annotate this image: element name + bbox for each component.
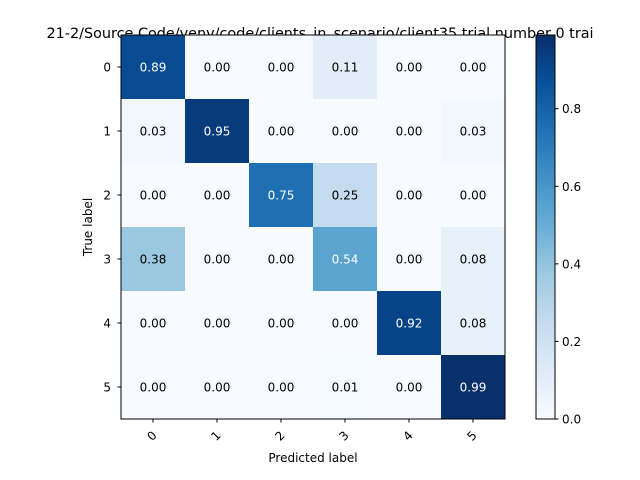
heatmap-cell xyxy=(185,227,249,291)
heatmap-cell xyxy=(441,227,505,291)
y-axis-label: True label xyxy=(81,198,95,257)
cell-value-label: 0.25 xyxy=(332,189,359,203)
colorbar-tick-label: 0.0 xyxy=(562,413,581,427)
heatmap-cell xyxy=(377,35,441,99)
x-tick-label: 0 xyxy=(144,428,159,443)
heatmap-cell xyxy=(121,163,185,227)
heatmap-cell xyxy=(185,35,249,99)
cell-value-label: 0.00 xyxy=(204,381,231,395)
cell-value-label: 0.38 xyxy=(140,253,167,267)
colorbar-tick-label: 0.6 xyxy=(562,180,581,194)
x-tick-label: 2 xyxy=(272,428,287,443)
heatmap-cell xyxy=(441,355,505,419)
cell-value-label: 0.00 xyxy=(140,381,167,395)
heatmap-cell xyxy=(185,163,249,227)
heatmap-cell xyxy=(121,35,185,99)
y-tick-label: 3 xyxy=(103,253,111,267)
heatmap-cell xyxy=(377,291,441,355)
heatmap-cell xyxy=(121,355,185,419)
plot-frame xyxy=(120,34,506,420)
x-axis-ticks: 0 1 2 3 4 5 xyxy=(144,419,480,444)
cell-value-label: 0.89 xyxy=(140,61,167,75)
colorbar-tick-label: 0.8 xyxy=(562,102,581,116)
cell-value-label: 0.01 xyxy=(332,381,359,395)
cell-value-label: 0.08 xyxy=(460,253,487,267)
cell-value-label: 0.00 xyxy=(460,61,487,75)
cell-value-label: 0.00 xyxy=(332,125,359,139)
y-tick-label: 0 xyxy=(103,61,111,75)
cell-value-label: 0.00 xyxy=(268,125,295,139)
heatmap-cell xyxy=(185,355,249,419)
y-tick-label: 1 xyxy=(103,125,111,139)
y-tick-label: 5 xyxy=(103,381,111,395)
x-tick-label: 3 xyxy=(336,428,351,443)
cell-value-label: 0.00 xyxy=(268,61,295,75)
cell-value-label: 0.99 xyxy=(460,381,487,395)
heatmap-cell xyxy=(249,163,313,227)
cell-value-label: 0.00 xyxy=(332,317,359,331)
heatmap-cell xyxy=(185,99,249,163)
y-axis-ticks: 0 1 2 3 4 5 xyxy=(103,61,121,395)
cell-value-label: 0.03 xyxy=(460,125,487,139)
heatmap-cell xyxy=(313,35,377,99)
cell-value-label: 0.92 xyxy=(396,317,423,331)
cell-value-label: 0.00 xyxy=(204,189,231,203)
cell-value-label: 0.95 xyxy=(204,125,231,139)
heatmap-cell xyxy=(249,35,313,99)
cell-value-label: 0.00 xyxy=(268,317,295,331)
cell-value-label: 0.03 xyxy=(140,125,167,139)
heatmap-cell xyxy=(377,163,441,227)
heatmap-cell xyxy=(313,291,377,355)
cell-value-label: 0.00 xyxy=(268,381,295,395)
cell-value-label: 0.08 xyxy=(460,317,487,331)
heatmap-cell xyxy=(121,227,185,291)
cell-value-label: 0.00 xyxy=(396,189,423,203)
x-tick-label: 1 xyxy=(208,428,223,443)
heatmap-cell xyxy=(249,227,313,291)
heatmap-cell xyxy=(121,291,185,355)
x-axis-label: Predicted label xyxy=(268,451,357,465)
heatmap-cell xyxy=(441,99,505,163)
cell-value-label: 0.00 xyxy=(140,317,167,331)
x-tick-label: 4 xyxy=(400,428,415,443)
cell-value-label: 0.00 xyxy=(268,253,295,267)
heatmap-cell xyxy=(313,355,377,419)
cell-value-label: 0.75 xyxy=(268,189,295,203)
heatmap-cell xyxy=(441,163,505,227)
colorbar xyxy=(535,34,556,420)
cell-value-label: 0.11 xyxy=(332,61,359,75)
heatmap-cell xyxy=(313,163,377,227)
cell-value-label: 0.00 xyxy=(460,189,487,203)
heatmap-cell xyxy=(313,227,377,291)
cell-value-label: 0.00 xyxy=(204,253,231,267)
heatmap-cell xyxy=(249,99,313,163)
cell-value-label: 0.00 xyxy=(140,189,167,203)
y-tick-label: 2 xyxy=(103,189,111,203)
heatmap-cells xyxy=(121,35,505,419)
cell-value-label: 0.00 xyxy=(396,125,423,139)
heatmap-cell xyxy=(121,99,185,163)
heatmap-cell xyxy=(377,99,441,163)
heatmap-cell xyxy=(441,35,505,99)
colorbar-tick-label: 0.2 xyxy=(562,335,581,349)
colorbar-ticks: 0.0 0.2 0.4 0.6 0.8 xyxy=(555,102,581,427)
heatmap-cell xyxy=(249,355,313,419)
cell-value-label: 0.00 xyxy=(396,61,423,75)
colorbar-tick-label: 0.4 xyxy=(562,257,581,271)
x-tick-label: 5 xyxy=(464,428,479,443)
heatmap-cell xyxy=(185,291,249,355)
cell-value-label: 0.00 xyxy=(204,317,231,331)
cell-value-label: 0.00 xyxy=(204,61,231,75)
heatmap-cell xyxy=(249,291,313,355)
cell-value-label: 0.54 xyxy=(332,253,359,267)
cell-value-label: 0.00 xyxy=(396,381,423,395)
y-tick-label: 4 xyxy=(103,317,111,331)
cell-value-label: 0.00 xyxy=(396,253,423,267)
heatmap-cell xyxy=(313,99,377,163)
cell-value-labels: 0.89 0.00 0.00 0.11 0.00 0.00 0.03 0.95 0.00 0.00… xyxy=(140,61,487,395)
heatmap-cell xyxy=(441,291,505,355)
heatmap-cell xyxy=(377,355,441,419)
heatmap-cell xyxy=(377,227,441,291)
